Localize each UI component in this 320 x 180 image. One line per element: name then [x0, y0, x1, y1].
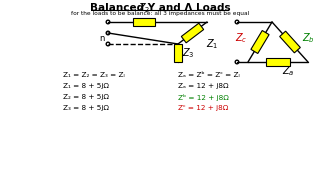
Text: n: n	[100, 34, 105, 43]
Text: for the loads to be balance: all 3 impedances must be equal: for the loads to be balance: all 3 imped…	[71, 11, 249, 16]
Text: Z₁ = Z₂ = Z₃ = Zₗ: Z₁ = Z₂ = Z₃ = Zₗ	[63, 72, 124, 78]
Text: Zᶜ = 12 + j8Ω: Zᶜ = 12 + j8Ω	[178, 105, 228, 111]
Bar	[174, 44, 182, 62]
Text: $Z_1$: $Z_1$	[206, 37, 219, 51]
Bar	[251, 30, 269, 53]
Text: Zᵇ = 12 + j8Ω: Zᵇ = 12 + j8Ω	[178, 94, 229, 101]
Text: $Z_b$: $Z_b$	[302, 31, 315, 45]
Text: $Z_2$: $Z_2$	[138, 1, 150, 15]
Text: Balanced Y and Λ Loads: Balanced Y and Λ Loads	[90, 3, 230, 13]
Bar	[133, 18, 155, 26]
Text: Zₐ = 12 + j8Ω: Zₐ = 12 + j8Ω	[178, 83, 228, 89]
Bar	[280, 31, 300, 53]
Text: Z₂ = 8 + 5jΩ: Z₂ = 8 + 5jΩ	[63, 94, 109, 100]
Text: Z₃ = 8 + 5jΩ: Z₃ = 8 + 5jΩ	[63, 105, 109, 111]
Text: Z₁ = 8 + 5jΩ: Z₁ = 8 + 5jΩ	[63, 83, 109, 89]
Bar	[181, 23, 204, 43]
Text: $Z_3$: $Z_3$	[182, 46, 195, 60]
Text: Zₐ = Zᵇ = Zᶜ = Zₗ: Zₐ = Zᵇ = Zᶜ = Zₗ	[178, 72, 240, 78]
Bar	[266, 58, 290, 66]
Text: $Z_a$: $Z_a$	[282, 64, 295, 78]
Text: $Z_c$: $Z_c$	[236, 31, 248, 45]
